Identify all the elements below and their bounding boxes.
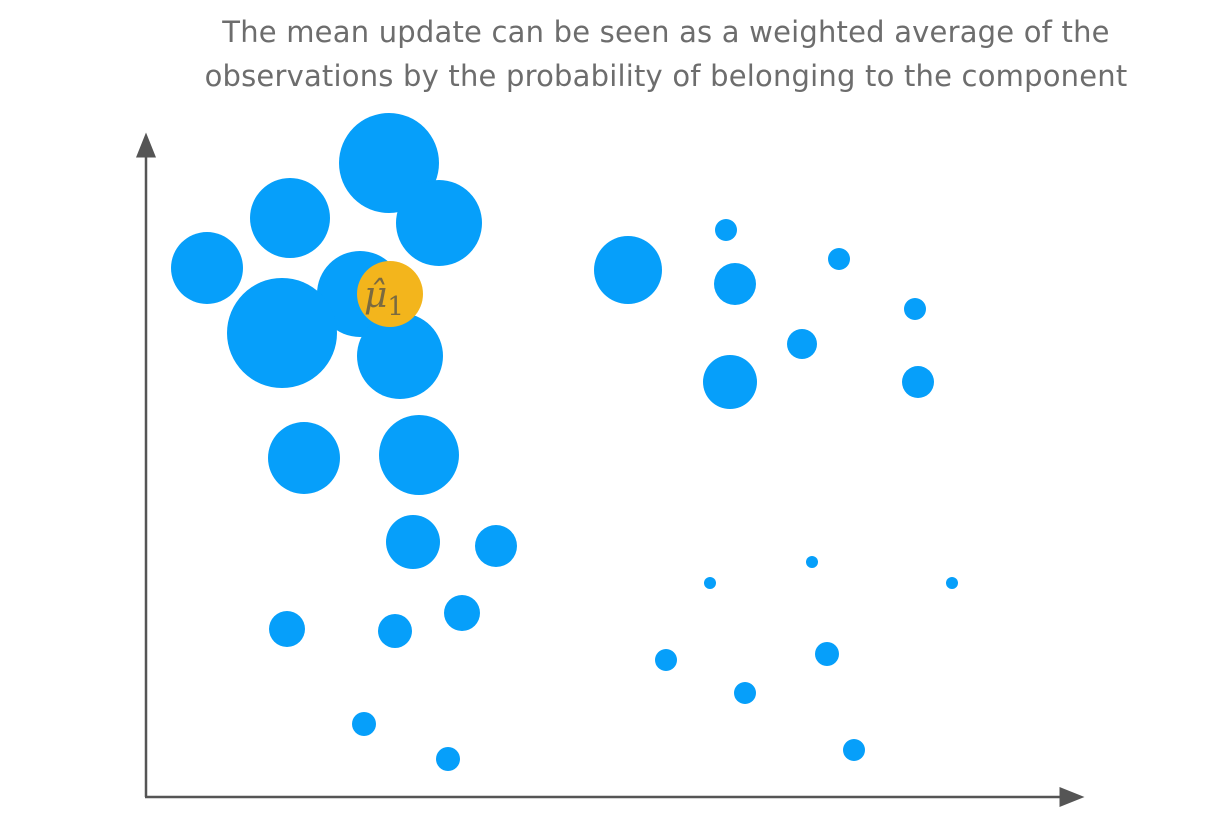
observation-point: [904, 298, 926, 320]
observation-point: [352, 712, 376, 736]
mean-marker: μ̂1: [357, 261, 423, 327]
mean-subscript: 1: [387, 292, 404, 322]
observation-point: [386, 515, 440, 569]
observation-point: [379, 415, 459, 495]
observation-point: [828, 248, 850, 270]
observation-point: [843, 739, 865, 761]
observation-point: [946, 577, 958, 589]
mean-marker-label: μ̂1: [364, 275, 404, 322]
observation-point: [715, 219, 737, 241]
observation-point: [357, 313, 443, 399]
mean-marker-circle: [357, 261, 423, 327]
observation-point: [396, 180, 482, 266]
observation-point: [475, 525, 517, 567]
observation-point: [268, 422, 340, 494]
observation-point: [734, 682, 756, 704]
observation-point: [714, 263, 756, 305]
mean-symbol: μ̂: [364, 275, 387, 316]
observation-point: [436, 747, 460, 771]
axes: [136, 132, 1085, 807]
observation-point: [594, 236, 662, 304]
observation-point: [704, 577, 716, 589]
caption-line-1: The mean update can be seen as a weighte…: [222, 15, 1110, 49]
observation-point: [703, 355, 757, 409]
observation-point: [787, 329, 817, 359]
observation-point: [655, 649, 677, 671]
observation-point: [815, 642, 839, 666]
observation-point: [378, 614, 412, 648]
caption-line-2: observations by the probability of belon…: [204, 59, 1128, 93]
observation-point: [227, 278, 337, 388]
observation-point: [250, 178, 330, 258]
observation-points: [171, 113, 958, 771]
observation-point: [902, 366, 934, 398]
observation-point: [339, 113, 439, 213]
slide-caption: The mean update can be seen as a weighte…: [0, 10, 1222, 98]
observation-point: [806, 556, 818, 568]
observation-point: [171, 232, 243, 304]
observation-point: [444, 595, 480, 631]
observation-point: [269, 611, 305, 647]
